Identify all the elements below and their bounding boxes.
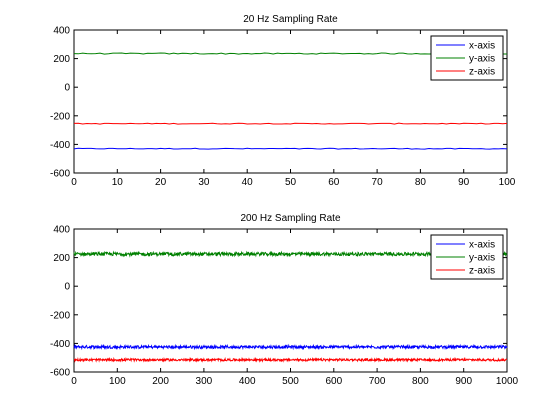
x-tick-label: 20 (155, 177, 167, 188)
x-tick-label: 600 (325, 376, 342, 387)
x-tick-label: 100 (109, 376, 126, 387)
x-tick-label: 800 (412, 376, 429, 387)
series-line-x-axis (73, 147, 508, 150)
chart-title: 200 Hz Sampling Rate (240, 213, 340, 224)
legend-label: z-axis (469, 266, 495, 277)
chart-title: 20 Hz Sampling Rate (243, 14, 338, 25)
x-tick-label: 100 (499, 177, 516, 188)
legend-label: x-axis (469, 41, 495, 52)
series-line-x-axis (73, 343, 508, 351)
x-tick-label: 30 (198, 177, 210, 188)
x-tick-label: 60 (328, 177, 340, 188)
x-tick-label: 700 (369, 376, 386, 387)
x-tick-label: 70 (372, 177, 384, 188)
chart-2: 200 Hz Sampling Rate 0 100 200 300 400 500 600 7… (50, 213, 519, 387)
x-tick-label: 40 (242, 177, 254, 188)
chart-1: 20 Hz Sampling Rate 0 10 20 30 40 50 60 70 80 90 10… (50, 14, 516, 188)
x-tick-label: 80 (415, 177, 427, 188)
y-tick-label: -200 (50, 111, 70, 122)
x-tick-label: 0 (71, 177, 77, 188)
series-line-z-axis (73, 122, 508, 125)
y-tick-label: -600 (50, 169, 70, 180)
y-tick-label: -400 (50, 339, 70, 350)
x-tick-label: 200 (152, 376, 169, 387)
y-tick-label: -200 (50, 310, 70, 321)
x-tick-label: 500 (282, 376, 299, 387)
x-tick-label: 10 (112, 177, 124, 188)
x-tick-label: 50 (285, 177, 297, 188)
legend: x-axis y-axis z-axis (430, 35, 504, 81)
legend: x-axis y-axis z-axis (430, 234, 504, 280)
legend-label: y-axis (469, 253, 495, 264)
y-tick-label: 0 (64, 83, 70, 94)
series-line-z-axis (73, 356, 508, 363)
x-tick-label: 1000 (496, 376, 519, 387)
y-tick-label: 200 (53, 54, 70, 65)
y-tick-label: -400 (50, 140, 70, 151)
legend-label: x-axis (469, 240, 495, 251)
x-tick-label: 400 (239, 376, 256, 387)
y-tick-label: -600 (50, 368, 70, 379)
x-tick-label: 300 (196, 376, 213, 387)
y-tick-label: 400 (53, 225, 70, 236)
legend-label: y-axis (469, 54, 495, 65)
y-tick-label: 0 (64, 282, 70, 293)
x-tick-label: 90 (458, 177, 470, 188)
x-tick-label: 900 (455, 376, 472, 387)
x-tick-label: 0 (71, 376, 77, 387)
y-tick-label: 200 (53, 253, 70, 264)
y-tick-label: 400 (53, 26, 70, 37)
legend-label: z-axis (469, 67, 495, 78)
